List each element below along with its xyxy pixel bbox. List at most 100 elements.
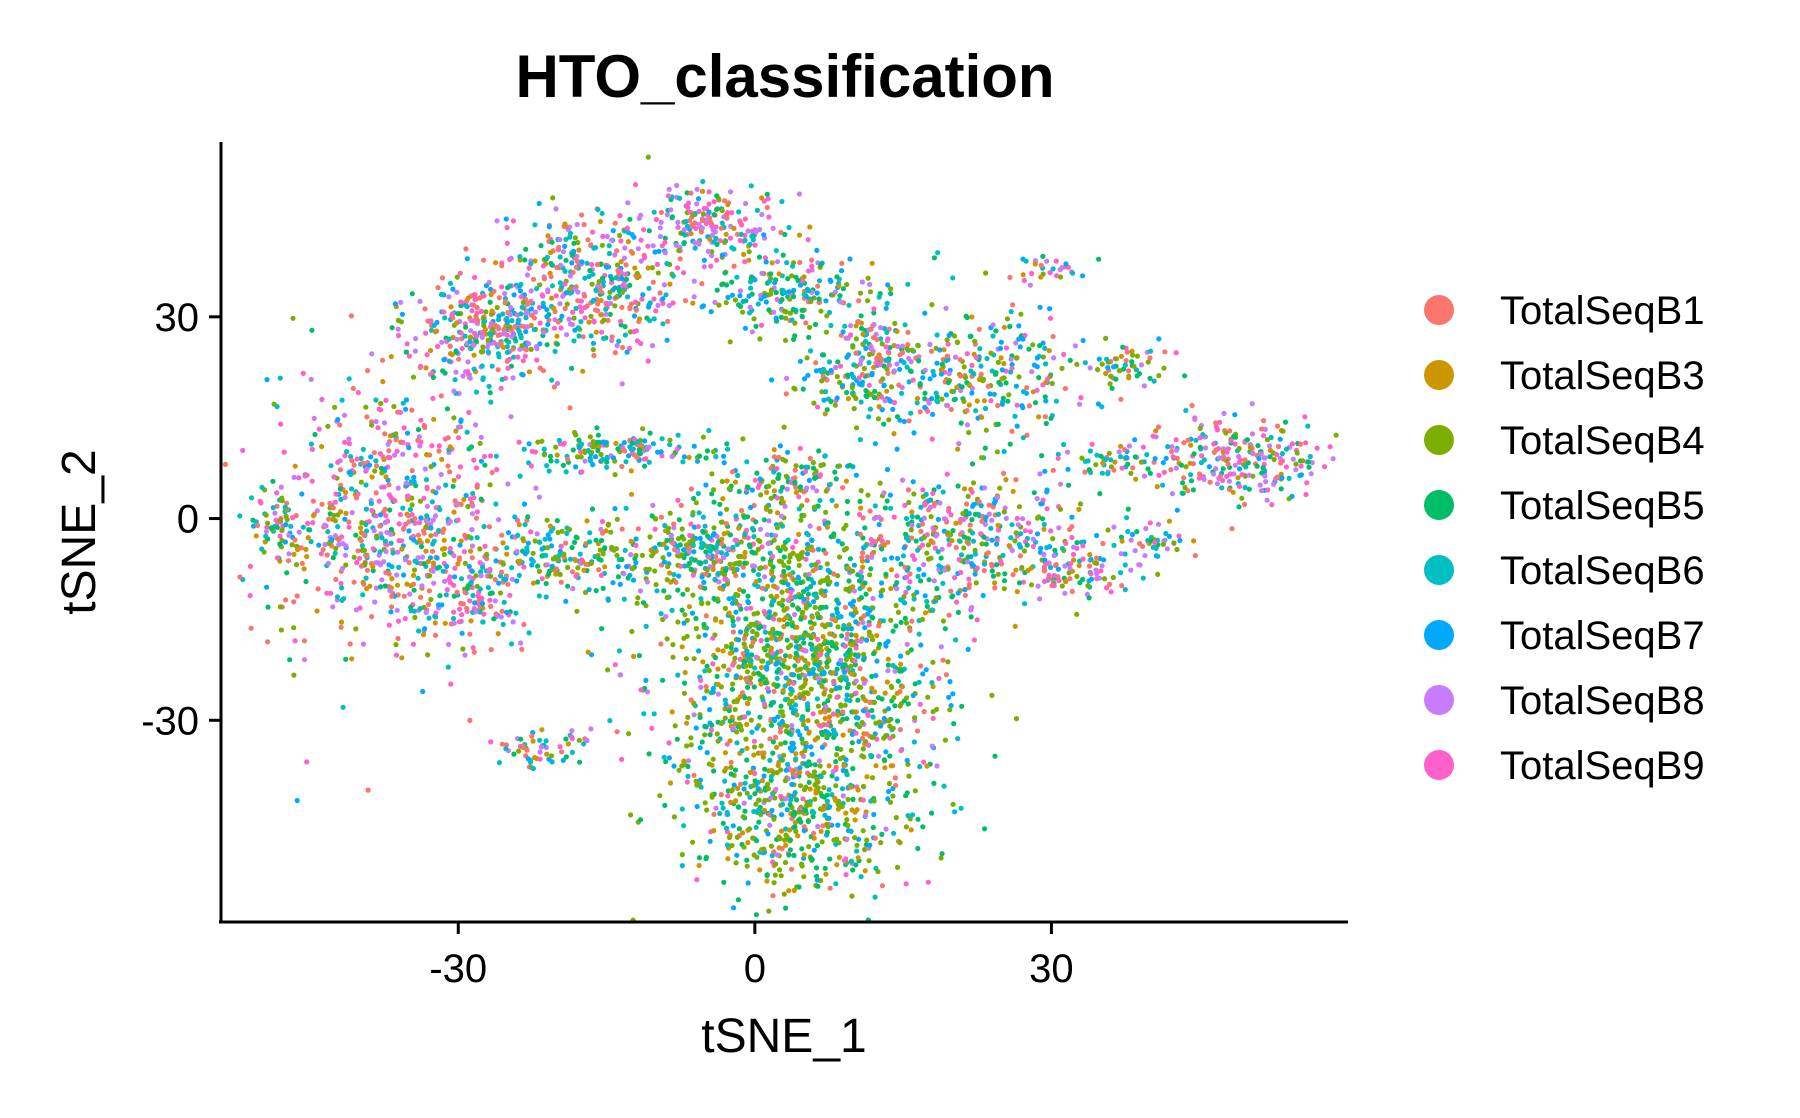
data-point [509, 565, 515, 571]
data-point [349, 486, 355, 492]
data-point [478, 434, 484, 440]
data-point [741, 554, 748, 560]
data-point [693, 625, 700, 632]
data-point [839, 383, 846, 389]
data-point [891, 399, 898, 406]
data-point [840, 793, 846, 799]
data-point [395, 332, 402, 339]
data-point [747, 241, 753, 247]
data-point [911, 739, 918, 745]
data-point [568, 734, 575, 740]
data-point [749, 233, 755, 239]
data-point [630, 566, 636, 572]
data-point [581, 222, 587, 228]
data-point [463, 324, 469, 330]
data-point [886, 362, 893, 368]
data-point [490, 326, 496, 333]
data-point [722, 605, 729, 612]
data-point [423, 609, 429, 616]
data-point [715, 691, 722, 697]
data-point [382, 506, 388, 512]
data-point [723, 643, 730, 650]
data-point [393, 642, 399, 648]
data-point [383, 474, 389, 480]
data-point [643, 566, 649, 572]
data-point [775, 475, 781, 481]
data-point [428, 521, 434, 527]
data-point [890, 628, 896, 634]
data-point [992, 753, 998, 759]
data-point [743, 736, 749, 742]
data-point [774, 510, 781, 516]
data-point [733, 572, 739, 579]
data-point [320, 547, 326, 553]
data-point [544, 463, 550, 469]
data-point [845, 822, 851, 829]
data-point [727, 235, 734, 241]
data-point [579, 469, 585, 475]
data-point [696, 510, 702, 516]
data-point [858, 488, 864, 494]
data-point [870, 824, 876, 831]
data-point [569, 365, 575, 371]
data-point [733, 609, 739, 615]
data-point [713, 554, 719, 560]
data-point [885, 656, 891, 662]
data-point [493, 501, 499, 507]
data-point [612, 472, 618, 478]
data-point [524, 272, 531, 278]
data-point [742, 695, 748, 701]
data-point [814, 247, 820, 253]
data-point [576, 333, 582, 339]
data-point [657, 225, 663, 231]
data-point [458, 501, 464, 507]
data-point [894, 864, 901, 871]
data-point [350, 385, 356, 391]
data-point [741, 514, 747, 520]
data-point [578, 449, 584, 455]
data-point [759, 658, 765, 664]
data-point [569, 749, 576, 756]
data-point [832, 469, 838, 475]
data-point [722, 778, 728, 784]
data-point [615, 564, 621, 570]
data-point [871, 798, 877, 804]
data-point [718, 550, 725, 556]
data-point [691, 712, 697, 718]
data-point [930, 715, 936, 722]
data-point [764, 489, 770, 495]
data-point [329, 537, 335, 543]
data-point [734, 852, 740, 858]
data-point [451, 415, 457, 421]
data-point [587, 530, 593, 536]
data-point [451, 536, 457, 542]
data-point [811, 599, 817, 605]
data-point [784, 807, 790, 813]
data-point [647, 430, 653, 436]
data-point [474, 509, 480, 515]
data-point [395, 485, 401, 491]
data-point [968, 614, 974, 620]
data-point [403, 349, 409, 355]
data-point [719, 252, 726, 258]
data-point [375, 425, 381, 431]
data-point [801, 640, 807, 646]
data-point [690, 300, 696, 306]
data-point [668, 533, 674, 539]
data-point [826, 359, 833, 365]
data-point [810, 711, 816, 717]
data-point [562, 305, 568, 312]
data-point [736, 488, 742, 495]
data-point [755, 572, 762, 578]
data-point [399, 546, 405, 552]
data-point [860, 783, 867, 789]
data-point [874, 336, 880, 343]
data-point [756, 819, 762, 825]
data-point [463, 298, 470, 304]
data-point [723, 282, 730, 288]
data-point [521, 446, 527, 452]
data-point [826, 707, 832, 713]
data-point [327, 511, 333, 517]
data-point [697, 714, 703, 721]
data-point [691, 772, 697, 778]
